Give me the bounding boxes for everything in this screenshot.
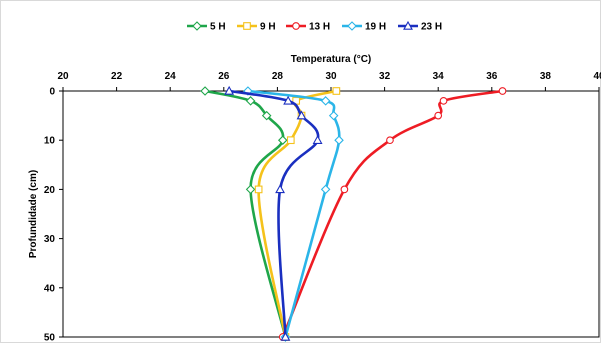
y-tick-label: 50 (44, 333, 56, 344)
y-axis-ticks: 0 10 20 30 40 50 (44, 87, 63, 344)
data-point-9h (332, 87, 341, 95)
series-19h (243, 86, 344, 342)
legend-item-23h: 23 H (398, 20, 442, 33)
data-point-23h (312, 135, 323, 144)
data-point-23h (275, 184, 286, 194)
data-point-19h (320, 184, 331, 195)
data-point-23h (283, 95, 294, 105)
data-point-5h (245, 96, 256, 106)
data-point-19h (334, 135, 344, 145)
x-axis-title: Temperatura (°C) (291, 54, 372, 65)
series-line-19h (246, 89, 341, 339)
data-point-13h (340, 185, 349, 194)
legend-item-13h: 13 H (286, 22, 330, 33)
data-point-23h (280, 331, 291, 341)
series-23h (224, 85, 323, 341)
data-point-19h (328, 110, 339, 121)
series-line-23h (227, 89, 320, 339)
legend: 5 H 9 H 13 H 19 H 23 H (187, 20, 442, 33)
data-point-5h (245, 184, 256, 195)
x-tick-label: 20 (57, 71, 69, 82)
x-tick-label: 34 (433, 71, 445, 82)
data-point-9h (254, 185, 263, 194)
legend-marker (292, 22, 300, 30)
y-tick-label: 30 (44, 234, 56, 245)
data-point-5h (277, 135, 288, 145)
x-tick-label: 38 (540, 71, 552, 82)
x-tick-label: 28 (272, 71, 284, 82)
x-tick-label: 22 (111, 71, 123, 82)
x-tick-label: 30 (325, 71, 337, 82)
legend-item-5h: 5 H (187, 21, 226, 33)
legend-marker (347, 21, 357, 31)
legend-item-9h: 9 H (237, 22, 276, 33)
data-point-19h (320, 96, 331, 106)
legend-label: 19 H (365, 22, 386, 33)
data-point-13h (439, 96, 448, 105)
x-axis-ticks: 20 22 24 26 28 30 32 34 36 38 40 (57, 71, 601, 91)
legend-marker (192, 21, 202, 31)
y-tick-label: 10 (44, 136, 56, 147)
x-tick-label: 40 (593, 71, 601, 82)
data-point-5h (261, 110, 272, 121)
x-tick-label: 32 (379, 71, 391, 82)
legend-marker (243, 22, 251, 30)
y-axis-title: Profundidade (cm) (28, 170, 39, 258)
data-point-13h (498, 87, 507, 95)
data-point-23h (224, 85, 235, 95)
y-tick-label: 20 (44, 185, 56, 196)
plot-area (62, 90, 600, 338)
data-point-23h (296, 110, 307, 120)
x-tick-label: 26 (218, 71, 230, 82)
data-point-13h (386, 136, 394, 145)
legend-label: 9 H (260, 22, 276, 33)
legend-item-19h: 19 H (342, 21, 386, 33)
legend-label: 13 H (309, 22, 330, 33)
series-layer (200, 85, 507, 342)
x-tick-label: 36 (486, 71, 498, 82)
legend-label: 23 H (421, 22, 442, 33)
legend-label: 5 H (210, 22, 226, 33)
y-tick-label: 40 (44, 283, 56, 294)
y-tick-label: 0 (49, 87, 55, 98)
x-tick-label: 24 (165, 71, 177, 82)
series-line-5h (203, 89, 287, 339)
legend-marker (403, 20, 413, 30)
data-point-13h (434, 111, 443, 120)
data-point-5h (200, 86, 210, 96)
series-5h (200, 86, 291, 342)
data-point-9h (286, 136, 295, 145)
